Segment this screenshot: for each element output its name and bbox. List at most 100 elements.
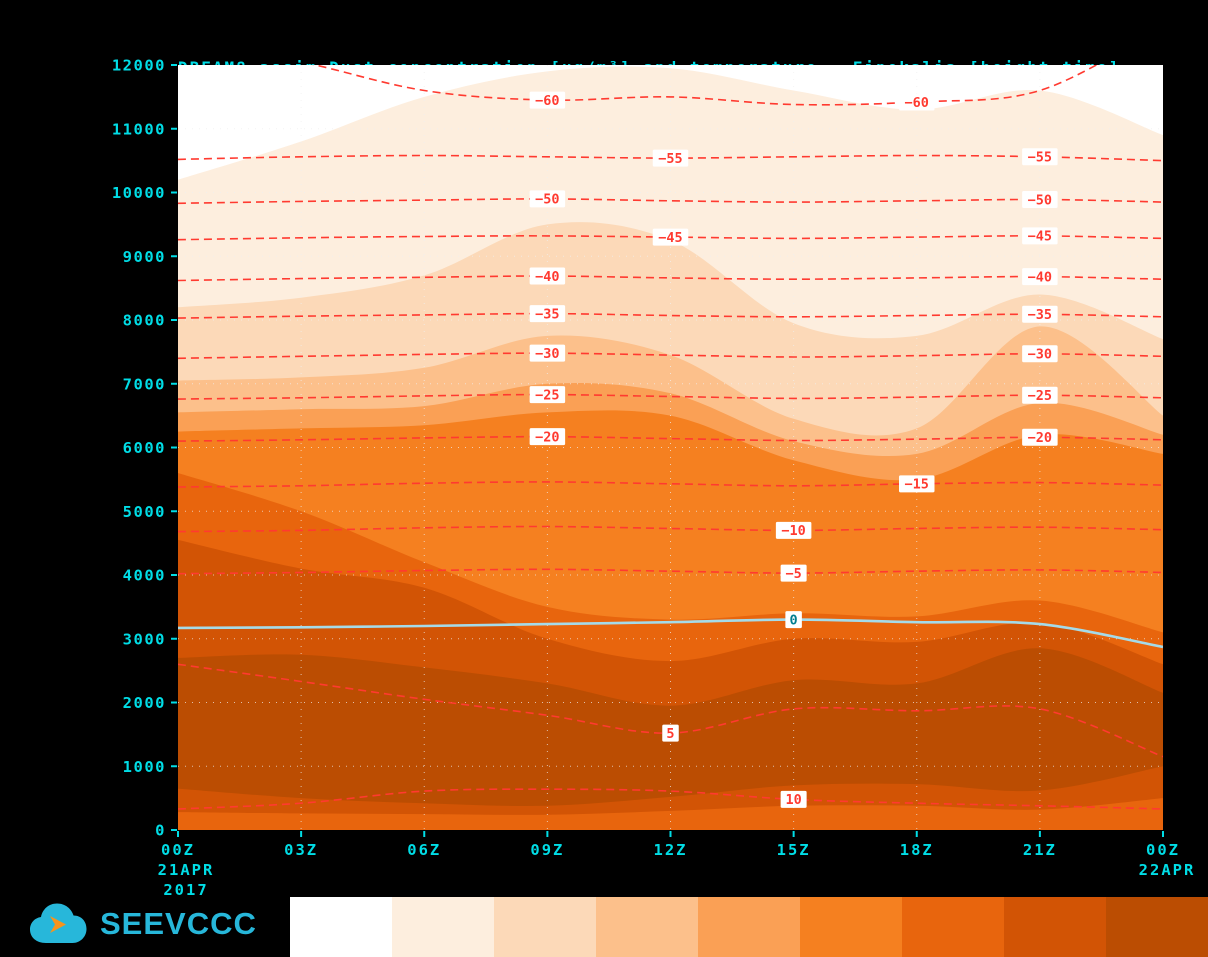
contour-label-bg xyxy=(1022,191,1058,209)
seevccc-logo: SEEVCCC xyxy=(26,901,257,947)
contour-label: −50 xyxy=(1028,192,1052,208)
x-tick-label: 06Z xyxy=(407,841,441,859)
contour-label: −35 xyxy=(1028,307,1052,323)
x-tick-label: 15Z xyxy=(777,841,811,859)
y-tick-label: 10000 xyxy=(112,184,166,202)
seevccc-cloud-icon xyxy=(30,903,87,943)
x-tick-label: 00Z xyxy=(1146,841,1180,859)
temperature-contours-layer xyxy=(178,65,1163,810)
x-tick-label: 18Z xyxy=(900,841,934,859)
y-tick-label: 8000 xyxy=(123,312,166,330)
contour-label: −30 xyxy=(535,346,559,362)
colorbar-segment xyxy=(902,897,1005,957)
contour-label: 10 xyxy=(785,792,801,808)
y-tick-label: 0 xyxy=(155,822,166,840)
contour-label-bg xyxy=(785,611,802,629)
contour-label: −25 xyxy=(1028,388,1052,404)
contour-label-bg xyxy=(780,790,807,808)
contour-label-bg xyxy=(529,305,566,323)
contour-label-bg xyxy=(529,267,566,285)
x-date-right: 22APR xyxy=(1139,861,1196,879)
contour-label-bg xyxy=(1022,345,1058,363)
contour-label: 0 xyxy=(790,612,798,628)
y-tick-label: 11000 xyxy=(112,120,166,138)
x-date-left: 21APR xyxy=(158,861,215,879)
y-tick-label: 5000 xyxy=(123,503,166,521)
x-tick-label: 00Z xyxy=(161,841,195,859)
contour-label: −50 xyxy=(535,192,559,208)
contour-label-bg xyxy=(529,344,566,362)
colorbar-segment xyxy=(1004,897,1107,957)
y-tick-label: 12000 xyxy=(112,57,166,75)
colorbar-segment xyxy=(698,897,801,957)
y-tick-label: 4000 xyxy=(123,567,166,585)
temp-contour--10 xyxy=(178,525,1163,533)
contour-label: −25 xyxy=(535,387,559,403)
contour-label-bg xyxy=(899,93,935,111)
y-tick-label: 2000 xyxy=(123,694,166,712)
contour-label-bg xyxy=(529,190,566,208)
contour-label: −55 xyxy=(1028,150,1052,166)
colorbar xyxy=(290,897,1208,957)
contour-label-bg xyxy=(899,475,935,493)
contour-labels-layer: −60 −60−55 −55−50 −50−45 −45−40 −40−35 −35−30−… xyxy=(529,91,1058,808)
contour-label-bg xyxy=(652,149,689,167)
contour-label: −35 xyxy=(535,306,559,322)
contour-label: −20 xyxy=(535,429,559,445)
colorbar-segment xyxy=(494,897,597,957)
contour-label-bg xyxy=(662,724,679,742)
temp-contour--50 xyxy=(178,198,1163,205)
temp-contour--25 xyxy=(178,393,1163,400)
contour-label: −60 xyxy=(905,95,929,111)
contour-label: −5 xyxy=(785,566,801,582)
y-tick-label: 9000 xyxy=(123,248,166,266)
contour-label-bg xyxy=(652,228,689,246)
zero-isotherm-line xyxy=(178,618,1163,649)
contour-label-bg xyxy=(1022,386,1058,404)
contour-label: −15 xyxy=(905,477,929,493)
contour-label-bg xyxy=(1022,268,1058,286)
plot-area: −60 −60−55 −55−50 −50−45 −45−40 −40−35 −35−30−… xyxy=(178,65,1163,830)
x-tick-label: 09Z xyxy=(530,841,564,859)
contour-label-bg xyxy=(1022,148,1058,166)
contour-label-bg xyxy=(1022,227,1058,245)
temp-contour--60 xyxy=(312,65,1099,106)
contour-label-bg xyxy=(1022,428,1058,446)
y-tick-label: 3000 xyxy=(123,630,166,648)
dust-fill-layer xyxy=(178,66,1163,830)
colorbar-segment xyxy=(290,897,393,957)
contour-label: −45 xyxy=(658,230,682,246)
contour-label: −55 xyxy=(658,151,682,167)
grid-layer xyxy=(178,65,1163,830)
contour-label-bg xyxy=(1022,305,1058,323)
temp-contour--55 xyxy=(178,154,1163,162)
temp-contour--30 xyxy=(178,352,1163,360)
colorbar-segment xyxy=(1106,897,1208,957)
y-tick-label: 6000 xyxy=(123,439,166,457)
x-tick-label: 12Z xyxy=(654,841,688,859)
y-tick-label: 1000 xyxy=(123,758,166,776)
logo-text: SEEVCCC xyxy=(100,906,257,941)
temp-contour--45 xyxy=(178,235,1163,241)
contour-label: −45 xyxy=(1028,229,1052,245)
y-tick-label: 7000 xyxy=(123,375,166,393)
contour-label: −40 xyxy=(1028,269,1052,285)
contour-label: −40 xyxy=(535,269,559,285)
temp-contour--15 xyxy=(178,481,1163,488)
contour-label-bg xyxy=(529,428,566,446)
temp-contour--40 xyxy=(178,275,1163,282)
axis-layer: 0100020003000400050006000700080009000100… xyxy=(112,57,1196,900)
x-tick-label: 03Z xyxy=(284,841,318,859)
contour-label-bg xyxy=(529,91,566,109)
temp-contour--20 xyxy=(178,435,1163,442)
colorbar-segment xyxy=(800,897,903,957)
contour-label-bg xyxy=(529,386,566,404)
contour-label: −30 xyxy=(1028,347,1052,363)
contour-label: −10 xyxy=(781,523,805,539)
temp-contour--5 xyxy=(178,568,1163,575)
x-date-left: 2017 xyxy=(163,881,208,899)
colorbar-segment xyxy=(392,897,495,957)
contour-label: 5 xyxy=(666,726,674,742)
